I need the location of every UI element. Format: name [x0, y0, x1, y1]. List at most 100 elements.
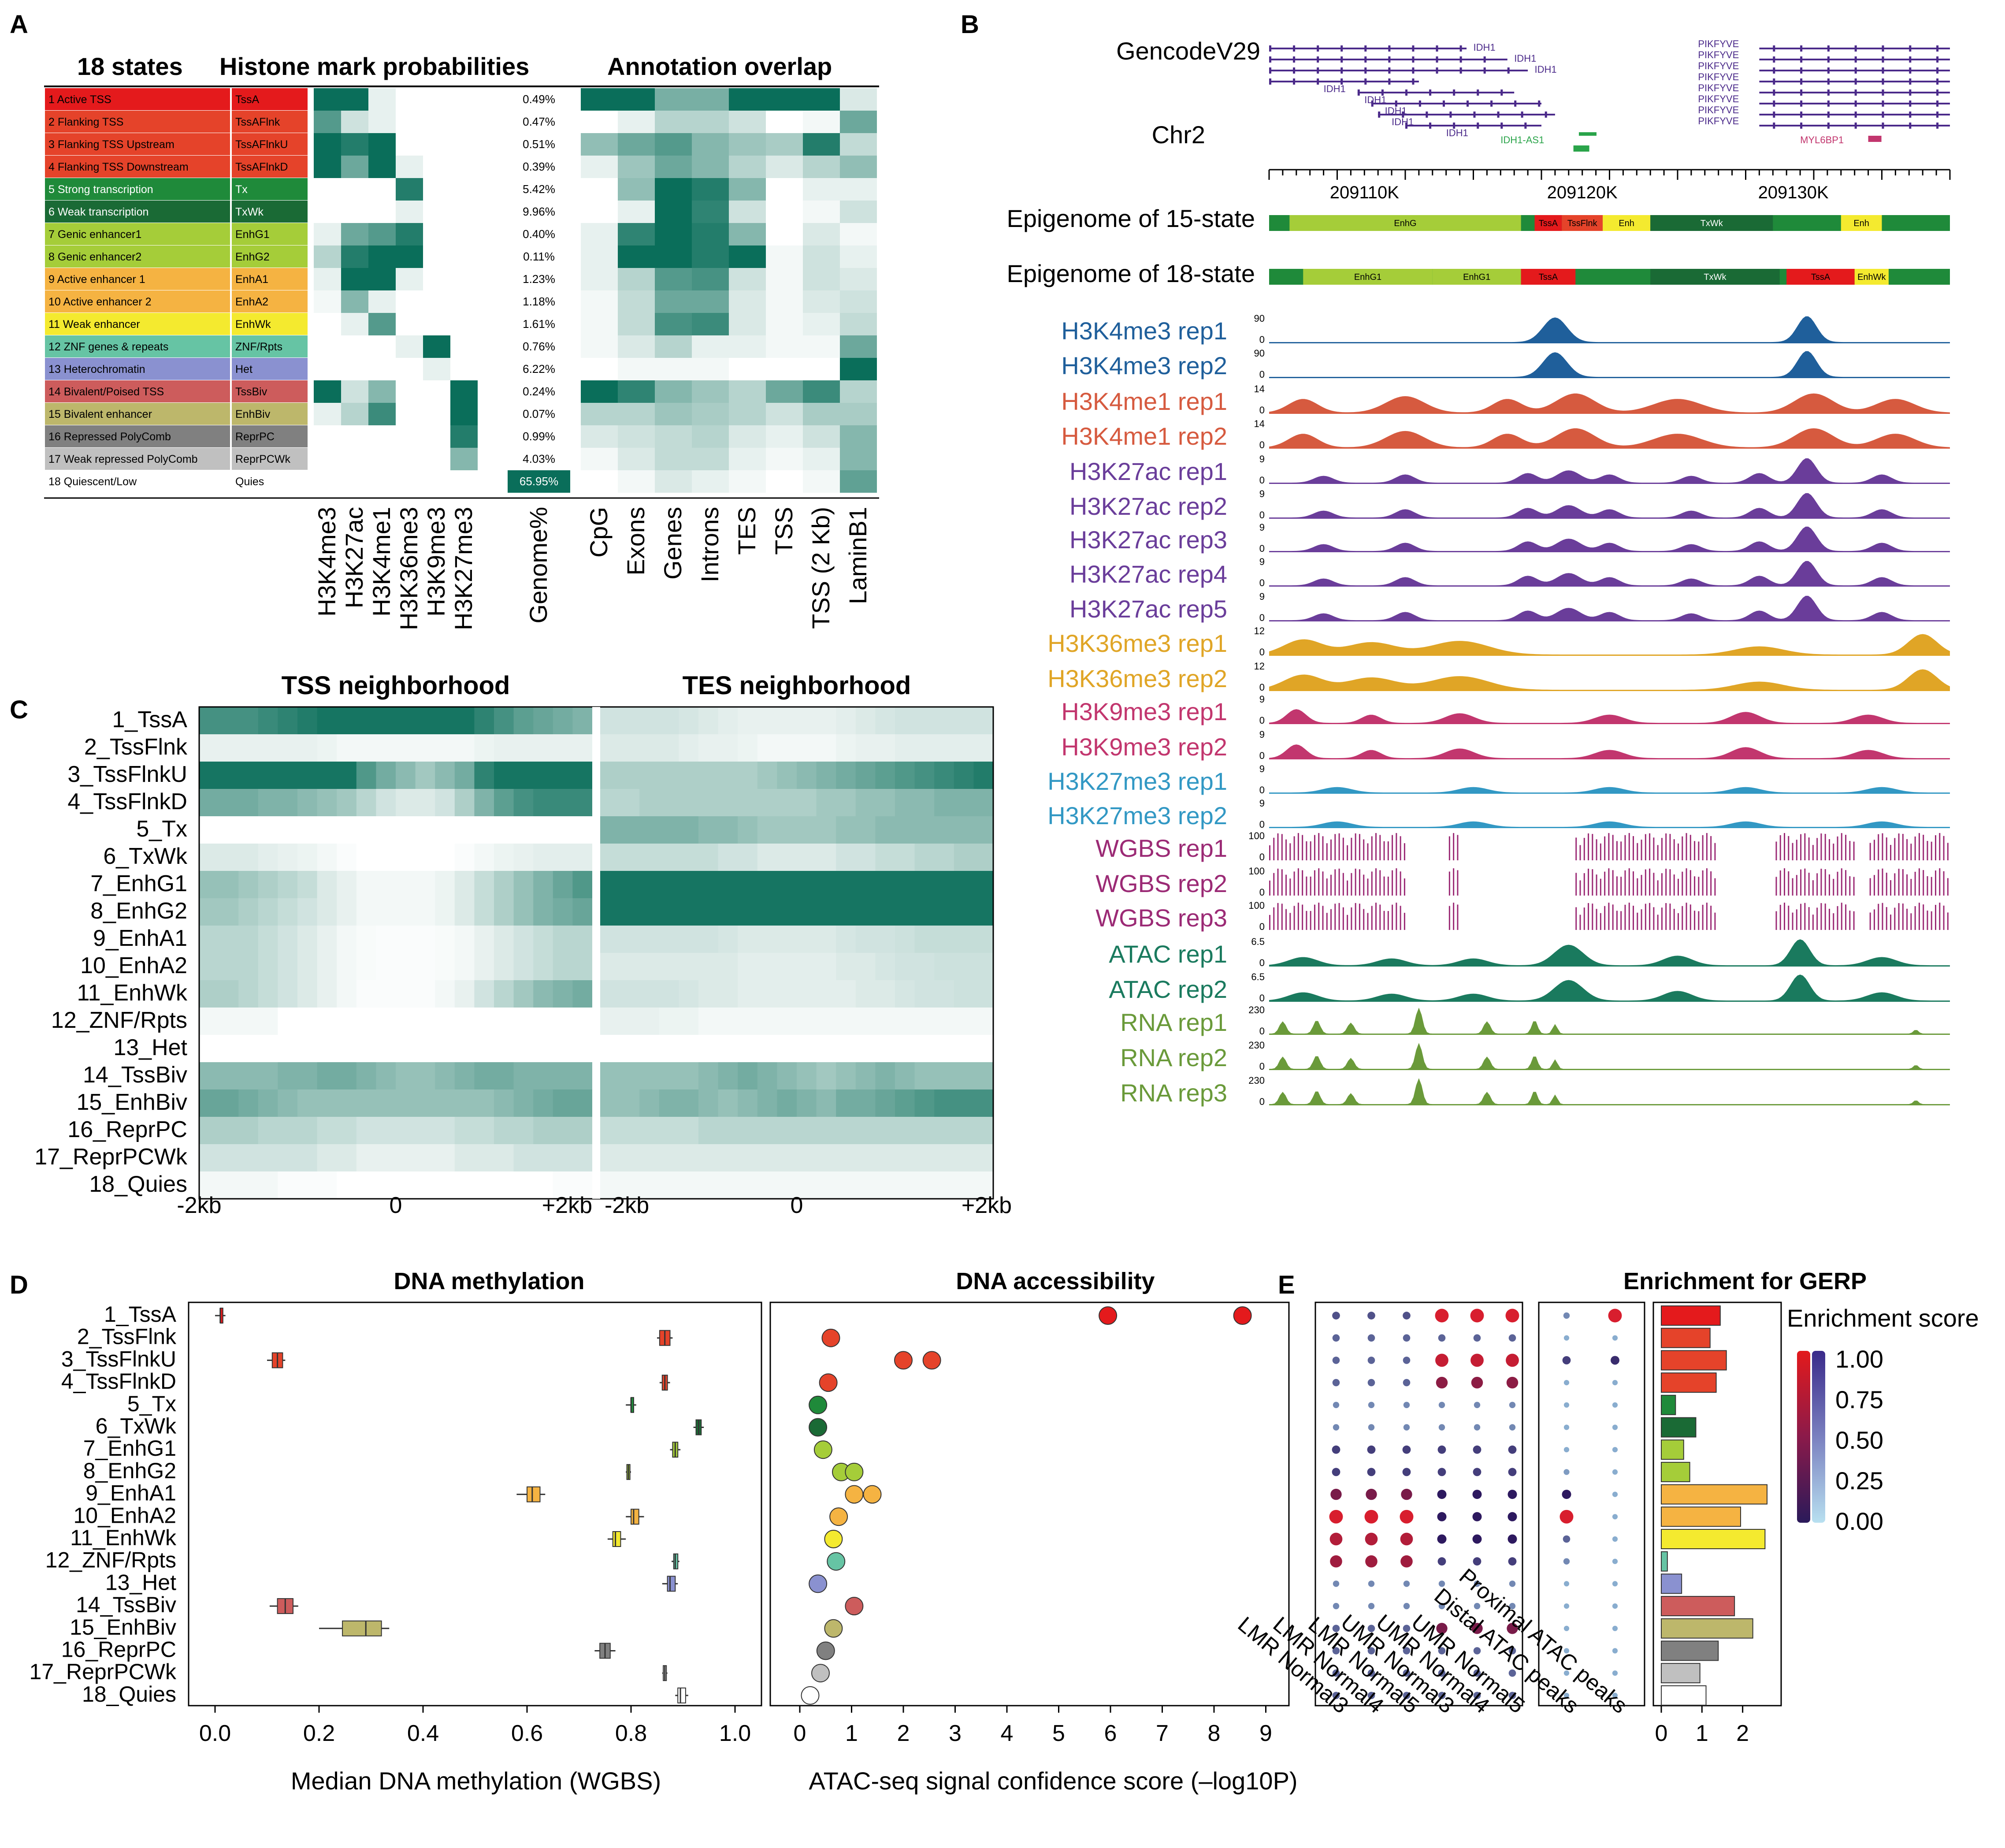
wgbs-bar [1302, 904, 1303, 930]
tss-cell [396, 789, 416, 817]
state-abbr: EnhA1 [235, 273, 268, 286]
tes-cell [620, 789, 640, 817]
methylation-tick-label: 0.6 [511, 1721, 543, 1746]
histone-cell [396, 335, 423, 358]
signal-track-zero: 0 [1259, 887, 1265, 898]
tss-cell [474, 789, 494, 817]
gene-name: PIKFYVE [1698, 60, 1739, 71]
wgbs-bar [1400, 871, 1401, 896]
wgbs-bar [1355, 833, 1356, 860]
state-label: 15 Bivalent enhancer [48, 408, 152, 420]
tss-cell [415, 953, 435, 981]
tes-cell [914, 1089, 935, 1117]
tes-cell [777, 1062, 797, 1090]
wgbs-bar [1633, 871, 1634, 896]
tss-cell [396, 1144, 416, 1172]
histone-cell [396, 88, 423, 111]
enrichment-dot [1435, 1353, 1448, 1367]
tss-cell [297, 926, 318, 953]
wgbs-bar [1792, 878, 1793, 896]
tes-cell [738, 926, 758, 953]
histone-cell [314, 111, 341, 133]
tes-cell [659, 1144, 679, 1172]
gene-exon [1340, 45, 1343, 52]
tss-cell [435, 980, 455, 1008]
signal-area [1269, 787, 1950, 793]
state-row-label: 15_EnhBiv [70, 1615, 176, 1640]
wgbs-bar [1387, 876, 1389, 896]
wgbs-bar [1592, 869, 1593, 896]
wgbs-bar [1710, 905, 1712, 930]
enrichment-dot [1474, 1603, 1481, 1610]
tss-cell [376, 707, 396, 735]
wgbs-bar [1914, 836, 1916, 860]
enrichment-dot [1368, 1424, 1375, 1431]
gene-exon [1317, 56, 1319, 63]
state-abbr: EnhG1 [235, 228, 270, 241]
annotation-cell [581, 133, 618, 156]
tes-cell [698, 1089, 719, 1117]
histone-cell [396, 380, 423, 403]
gene-exon [1357, 89, 1360, 96]
wgbs-bar [1788, 905, 1790, 930]
tes-cell [738, 1089, 758, 1117]
tes-cell [914, 1035, 935, 1063]
tss-cell [513, 816, 534, 844]
genome-pct-value: 6.22% [523, 362, 555, 376]
state-abbr: TxWk [235, 206, 264, 218]
wgbs-bar [1853, 911, 1855, 930]
tss-cell [572, 789, 593, 817]
wgbs-bar [1943, 905, 1945, 930]
wgbs-bar [1837, 871, 1838, 896]
enrichment-dot [1563, 1558, 1570, 1565]
tes-cell [777, 1008, 797, 1035]
signal-track-max: 9 [1259, 798, 1265, 809]
enrichment-dot [1473, 1557, 1481, 1566]
genome-pct-value: 0.39% [523, 160, 555, 173]
tes-cell [777, 1144, 797, 1172]
tes-cell [620, 762, 640, 789]
wgbs-bar [1310, 911, 1311, 930]
wgbs-bar [1620, 841, 1622, 860]
tes-cell [954, 762, 974, 789]
gene-name: IDH1 [1535, 64, 1557, 75]
signal-track-label: H3K27ac rep1 [1069, 457, 1227, 485]
wgbs-bar [1931, 911, 1932, 930]
tes-cell [973, 980, 994, 1008]
tes-cell [973, 1117, 994, 1145]
tes-cell [738, 1008, 758, 1035]
tss-cell [219, 980, 239, 1008]
state-row-label: 2_TssFlnk [84, 734, 188, 760]
gene-exon [1317, 45, 1319, 52]
genome-pct-value: 0.49% [523, 93, 555, 106]
histone-cell [314, 335, 341, 358]
tss-cell [356, 980, 376, 1008]
enrichment-dot [1612, 1648, 1618, 1654]
genome-pct-value: 0.24% [523, 385, 555, 398]
enrichment-dot [1563, 1670, 1570, 1676]
tes-cell [895, 734, 915, 762]
gene-exon [1524, 123, 1527, 129]
signal-track-max: 6.5 [1251, 936, 1265, 947]
tss-cell [258, 1035, 278, 1063]
annotation-cell [618, 313, 655, 335]
tes-cell [659, 926, 679, 953]
annotation-cell [655, 290, 692, 313]
state-row-label: 3_TssFlnkU [67, 762, 187, 787]
segment-label: Enh [1619, 219, 1634, 228]
histone-cell [450, 268, 478, 290]
gene-name: PIKFYVE [1698, 38, 1739, 49]
tes-cell [698, 980, 719, 1008]
gene-exon [1449, 112, 1452, 118]
wgbs-bar [1890, 845, 1892, 860]
segment-track-label: Epigenome of 18-state [1007, 260, 1255, 287]
accessibility-tick-label: 1 [845, 1721, 858, 1746]
wgbs-bar [1624, 870, 1626, 896]
signal-track-max: 90 [1254, 348, 1265, 359]
tes-cell [875, 926, 895, 953]
gene-exon [1909, 67, 1912, 74]
tes-cell [639, 816, 660, 844]
tes-cell [698, 789, 719, 817]
tes-cell [757, 1089, 777, 1117]
genome-pct-cell [508, 470, 570, 493]
